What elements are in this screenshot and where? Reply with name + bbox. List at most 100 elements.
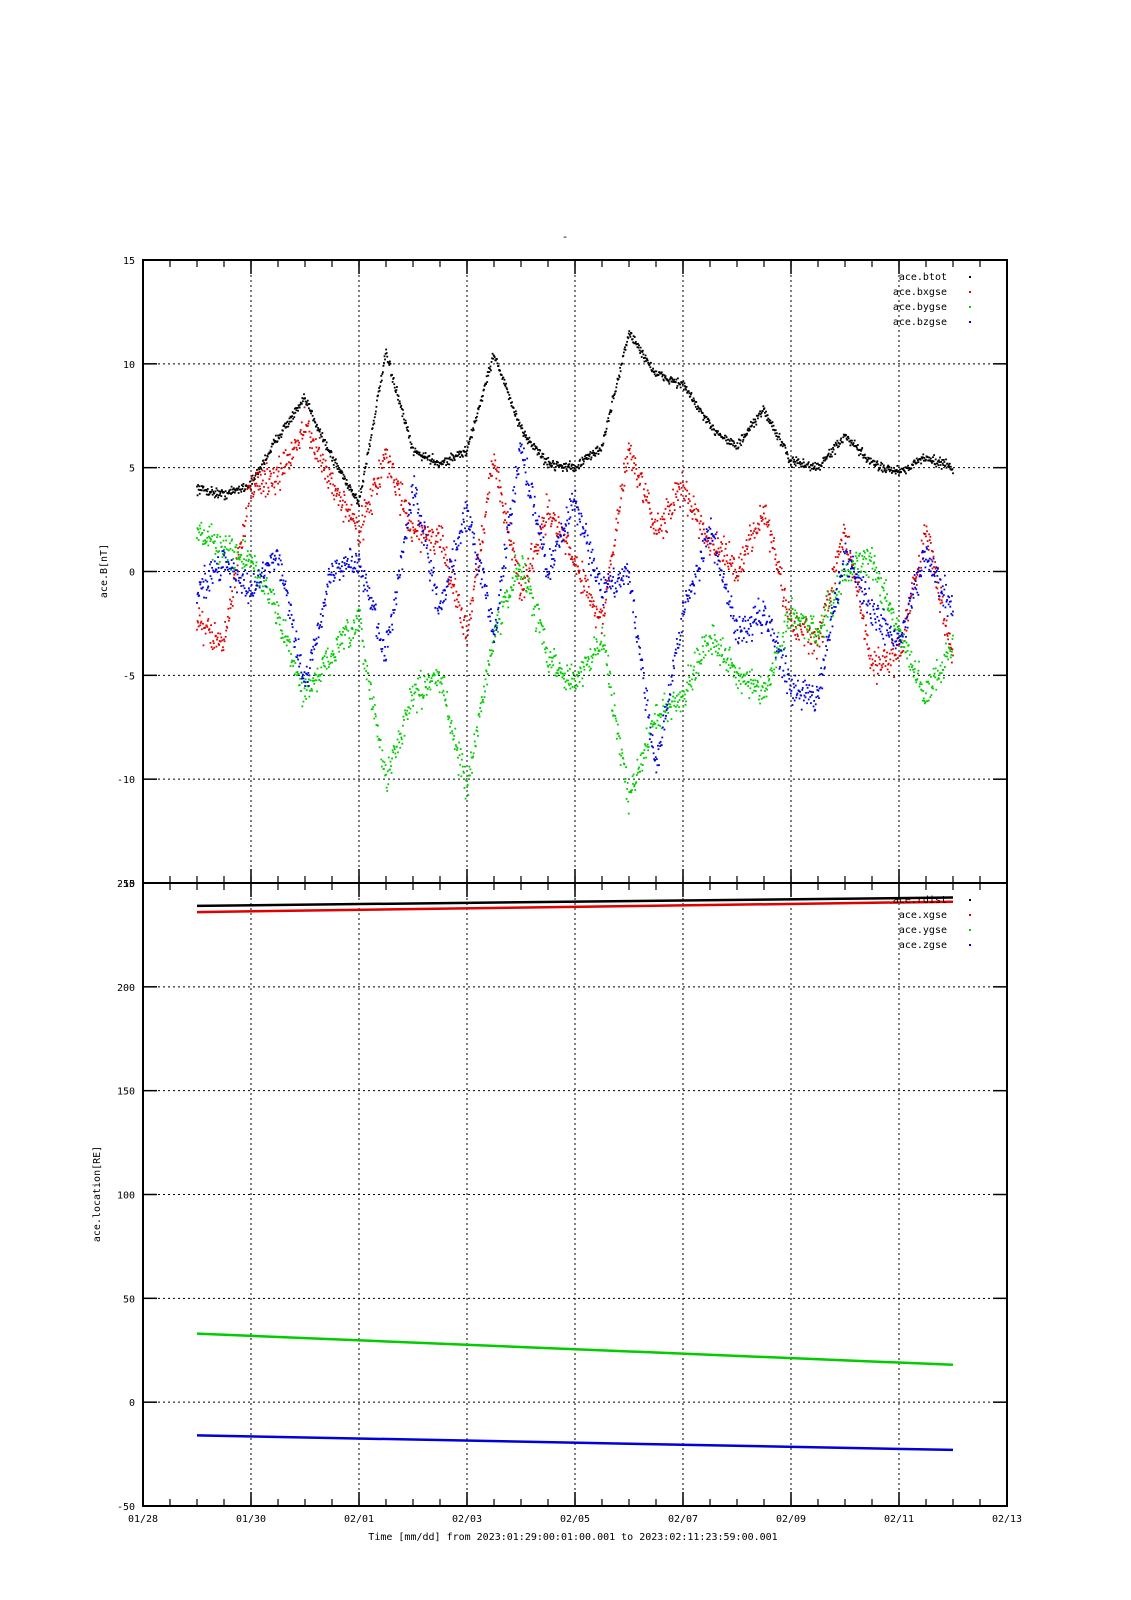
data-point xyxy=(839,580,841,583)
data-point xyxy=(468,613,471,616)
data-point xyxy=(376,724,378,727)
data-point xyxy=(936,566,939,569)
data-point xyxy=(551,461,554,464)
data-point xyxy=(507,391,510,394)
data-point xyxy=(453,540,456,543)
data-point xyxy=(530,548,532,550)
data-point xyxy=(599,642,602,645)
data-point xyxy=(418,453,420,456)
data-point xyxy=(197,528,199,531)
data-point xyxy=(485,597,488,600)
data-point xyxy=(742,436,745,439)
data-point xyxy=(440,525,443,528)
data-point xyxy=(430,569,433,572)
data-point xyxy=(309,409,311,412)
data-point xyxy=(826,629,828,632)
data-point xyxy=(540,532,543,534)
data-point xyxy=(298,665,301,668)
data-point xyxy=(786,615,789,618)
data-point xyxy=(456,606,459,609)
data-point xyxy=(197,539,200,541)
data-point xyxy=(412,526,415,529)
data-point xyxy=(207,569,210,572)
data-point xyxy=(294,407,297,409)
data-point xyxy=(559,535,562,538)
data-point xyxy=(666,505,669,508)
data-point xyxy=(789,627,792,629)
data-point xyxy=(809,469,812,472)
data-point xyxy=(420,459,423,462)
data-point xyxy=(720,541,723,544)
data-point xyxy=(333,498,336,501)
data-point xyxy=(828,602,831,604)
data-point xyxy=(671,513,673,516)
data-point xyxy=(884,596,887,599)
data-point xyxy=(302,700,305,703)
data-point xyxy=(740,692,743,695)
data-point xyxy=(289,641,291,643)
data-point xyxy=(560,667,563,670)
data-point xyxy=(697,405,699,408)
data-point xyxy=(429,681,431,684)
data-point xyxy=(746,545,749,548)
data-point xyxy=(825,594,828,597)
data-point xyxy=(511,549,514,551)
data-point xyxy=(577,675,579,678)
data-point xyxy=(280,637,283,640)
data-point xyxy=(524,436,527,438)
data-point xyxy=(649,366,652,369)
data-point xyxy=(196,620,199,622)
data-point xyxy=(435,461,438,464)
data-point xyxy=(398,741,401,744)
data-point xyxy=(506,526,509,529)
data-point xyxy=(638,766,640,769)
data-point xyxy=(658,713,661,715)
data-point xyxy=(363,584,365,587)
data-point xyxy=(356,609,359,612)
data-point xyxy=(613,544,616,547)
data-point xyxy=(203,529,205,532)
data-point xyxy=(641,499,644,502)
data-point xyxy=(455,745,458,748)
data-point xyxy=(861,617,864,620)
data-point xyxy=(223,498,226,501)
data-point xyxy=(452,454,455,457)
data-point xyxy=(347,485,350,488)
data-point xyxy=(500,493,503,496)
data-point xyxy=(563,463,565,465)
data-point xyxy=(940,461,943,463)
data-point xyxy=(661,518,664,521)
data-point xyxy=(304,397,306,400)
data-point xyxy=(612,576,614,578)
data-point xyxy=(439,600,442,603)
data-point xyxy=(394,597,397,600)
data-point xyxy=(269,470,271,473)
data-point xyxy=(344,556,347,558)
data-point xyxy=(805,618,808,620)
data-point xyxy=(590,458,592,461)
data-point xyxy=(505,547,508,550)
data-point xyxy=(752,418,755,421)
data-point xyxy=(354,493,357,496)
data-point xyxy=(815,467,818,470)
data-point xyxy=(865,457,867,460)
data-point xyxy=(521,555,524,558)
data-point xyxy=(290,420,293,423)
data-point xyxy=(884,467,886,470)
data-point xyxy=(287,425,290,428)
data-point xyxy=(493,453,496,456)
data-point xyxy=(233,586,236,589)
data-point xyxy=(258,586,261,589)
data-point xyxy=(763,522,766,525)
data-point xyxy=(370,606,372,609)
data-point xyxy=(661,515,664,518)
data-point xyxy=(915,457,918,460)
data-point xyxy=(461,512,464,515)
data-point xyxy=(345,508,348,511)
data-point xyxy=(319,674,322,676)
data-point xyxy=(593,557,596,560)
data-point xyxy=(526,482,529,485)
data-point xyxy=(891,607,893,610)
data-point xyxy=(570,663,573,666)
data-point xyxy=(747,552,750,555)
